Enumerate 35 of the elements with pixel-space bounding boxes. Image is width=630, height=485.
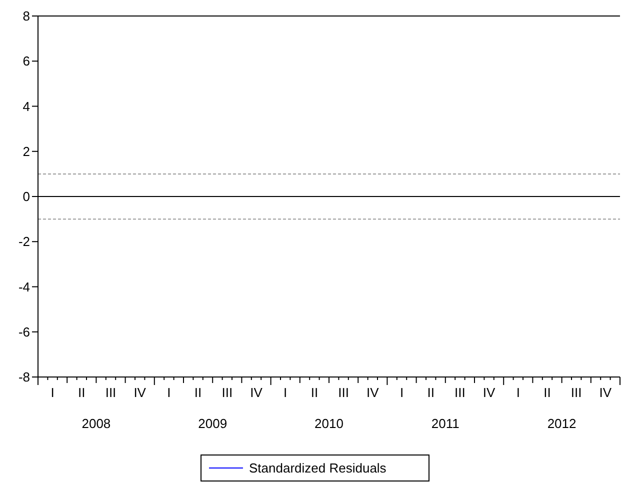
x-tick-label: III [570, 385, 582, 400]
x-tick-label: I [167, 385, 171, 400]
x-tick-label: I [400, 385, 404, 400]
y-tick-label: 4 [22, 98, 30, 114]
text: 2011 [431, 416, 460, 431]
x-tick-label: II [310, 385, 318, 400]
x-tick-label: IV [482, 385, 496, 400]
y-tick-label: -4 [18, 279, 30, 294]
x-tick-label: IV [250, 385, 263, 400]
y-tick-label: -8 [18, 370, 30, 385]
legend-label: Standardized Residuals [249, 460, 387, 476]
y-tick-label: 6 [22, 54, 30, 69]
y-tick-label: -6 [18, 324, 30, 340]
text: 2009 [198, 416, 228, 431]
x-tick-label: II [427, 385, 434, 400]
y-tick-label: 0 [22, 189, 30, 204]
x-tick-label: I [50, 385, 54, 400]
y-tick-label: 8 [22, 8, 30, 24]
text: 2008 [82, 416, 111, 431]
x-tick-label: III [222, 385, 233, 400]
x-tick-label: I [516, 385, 520, 400]
x-tick-label: III [454, 385, 466, 400]
x-tick-label: II [194, 385, 202, 400]
x-tick-label: IV [366, 385, 380, 400]
x-tick-label: II [544, 385, 551, 400]
x-tick-label: IV [599, 385, 612, 400]
x-tick-label: III [338, 385, 349, 400]
text: 2012 [547, 416, 576, 431]
x-tick-label: II [78, 385, 86, 400]
x-tick-label: I [284, 385, 288, 400]
x-tick-label: IV [134, 385, 146, 400]
y-tick-label: 2 [22, 144, 30, 159]
text: 2010 [314, 416, 344, 431]
y-tick-label: -2 [18, 234, 30, 250]
x-tick-label: III [105, 385, 116, 400]
